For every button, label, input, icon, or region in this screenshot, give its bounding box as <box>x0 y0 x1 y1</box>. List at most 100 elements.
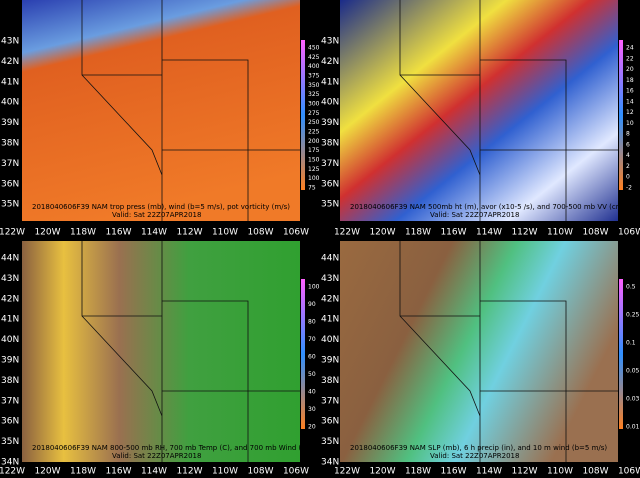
lon-label: 106W <box>618 228 640 238</box>
colorbar-label: 50 <box>308 371 316 378</box>
lat-label: 41N <box>1 77 19 87</box>
colorbar-label: 100 <box>308 284 320 291</box>
lat-label: 37N <box>1 159 19 169</box>
map-field <box>340 241 618 462</box>
lat-label: 43N <box>321 37 339 47</box>
lat-label: 38N <box>1 376 19 386</box>
lat-label: 35N <box>1 437 19 447</box>
lat-label: 40N <box>1 335 19 345</box>
colorbar-label: 300 <box>308 101 320 108</box>
colorbar-label: 22 <box>626 55 634 62</box>
lon-label: 116W <box>440 467 466 477</box>
lon-label: 120W <box>369 467 395 477</box>
colorbar-label: 175 <box>308 147 320 154</box>
lon-label: 122W <box>0 467 25 477</box>
colorbar-label: 325 <box>308 91 320 98</box>
lat-label: 35N <box>321 200 339 210</box>
lat-label: 38N <box>1 139 19 149</box>
colorbar-label: 30 <box>308 406 316 413</box>
colorbar-label: 0 <box>626 174 630 181</box>
colorbar-label: 0.03 <box>626 396 640 403</box>
lat-label: 39N <box>1 356 19 366</box>
colorbar-label: 60 <box>308 354 316 361</box>
state-borders <box>399 0 618 221</box>
lat-label: 43N <box>1 274 19 284</box>
lat-label: 41N <box>1 315 19 325</box>
colorbar-label: 0.1 <box>626 340 636 347</box>
valid-time: Valid: Sat 22Z07APR2018 <box>112 211 201 219</box>
map-caption: 2018040606F39 NAM SLP (mb), 6 h precip (… <box>350 444 607 452</box>
lon-label: 120W <box>34 228 60 238</box>
colorbar <box>619 40 623 190</box>
lat-label: 34N <box>1 458 19 468</box>
lon-label: 116W <box>105 467 131 477</box>
colorbar-label: 225 <box>308 129 320 136</box>
map-panel: 43N 42N 41N 40N 39N 38N 37N 36N 35N 122W 120W 118W 1… <box>0 0 320 238</box>
colorbar <box>619 279 623 429</box>
map-field <box>340 0 618 221</box>
colorbar-label: 2 <box>626 163 630 170</box>
lat-label: 36N <box>321 417 339 427</box>
lat-label: 34N <box>321 458 339 468</box>
colorbar-label: 100 <box>308 175 320 182</box>
lon-label: 120W <box>369 228 395 238</box>
state-borders <box>399 241 618 462</box>
colorbar-label: 12 <box>626 109 634 116</box>
colorbar-label: 425 <box>308 54 320 61</box>
colorbar-label: 10 <box>626 120 634 127</box>
lon-label: 122W <box>334 467 360 477</box>
lat-label: 44N <box>1 254 19 264</box>
lon-label: 106W <box>283 228 309 238</box>
colorbar-label: 275 <box>308 110 320 117</box>
lat-label: 36N <box>1 417 19 427</box>
valid-time: Valid: Sat 22Z07APR2018 <box>430 211 519 219</box>
colorbar-label: 450 <box>308 45 320 52</box>
lat-label: 37N <box>1 396 19 406</box>
lat-label: 42N <box>1 57 19 67</box>
lon-label: 106W <box>618 467 640 477</box>
colorbar-label: 24 <box>626 45 634 52</box>
lon-label: 112W <box>511 228 537 238</box>
lon-label: 116W <box>105 228 131 238</box>
lon-label: 118W <box>70 467 96 477</box>
colorbar-label: 375 <box>308 73 320 80</box>
colorbar-label: 150 <box>308 157 320 164</box>
colorbar <box>301 40 305 190</box>
colorbar-label: 400 <box>308 63 320 70</box>
colorbar-label: 0.5 <box>626 284 636 291</box>
lat-label: 40N <box>1 98 19 108</box>
lat-label: 43N <box>321 274 339 284</box>
lat-label: 44N <box>321 254 339 264</box>
colorbar-label: 16 <box>626 88 634 95</box>
lon-label: 114W <box>141 228 167 238</box>
lat-label: 36N <box>321 179 339 189</box>
lon-label: 106W <box>283 467 309 477</box>
lat-label: 36N <box>1 179 19 189</box>
lat-label: 35N <box>1 200 19 210</box>
lon-label: 108W <box>247 228 273 238</box>
lat-label: 39N <box>1 118 19 128</box>
colorbar-label: 4 <box>626 152 630 159</box>
colorbar-label: 350 <box>308 82 320 89</box>
colorbar-label: 6 <box>626 141 630 148</box>
lon-label: 108W <box>582 228 608 238</box>
map-field <box>22 241 300 462</box>
colorbar-label: 20 <box>308 424 316 431</box>
lon-label: 110W <box>547 467 573 477</box>
valid-time: Valid: Sat 22Z07APR2018 <box>112 452 201 460</box>
lat-label: 40N <box>321 98 339 108</box>
map-caption: 2018040606F39 NAM trop press (mb), wind … <box>32 203 290 211</box>
colorbar-label: 0.25 <box>626 312 640 319</box>
state-borders <box>81 0 300 221</box>
lon-label: 114W <box>476 467 502 477</box>
colorbar-label: 40 <box>308 389 316 396</box>
lon-label: 118W <box>405 228 431 238</box>
colorbar-label: 250 <box>308 119 320 126</box>
state-borders <box>81 241 300 462</box>
lon-label: 120W <box>34 467 60 477</box>
lon-label: 112W <box>176 467 202 477</box>
colorbar-label: 0.01 <box>626 424 640 431</box>
